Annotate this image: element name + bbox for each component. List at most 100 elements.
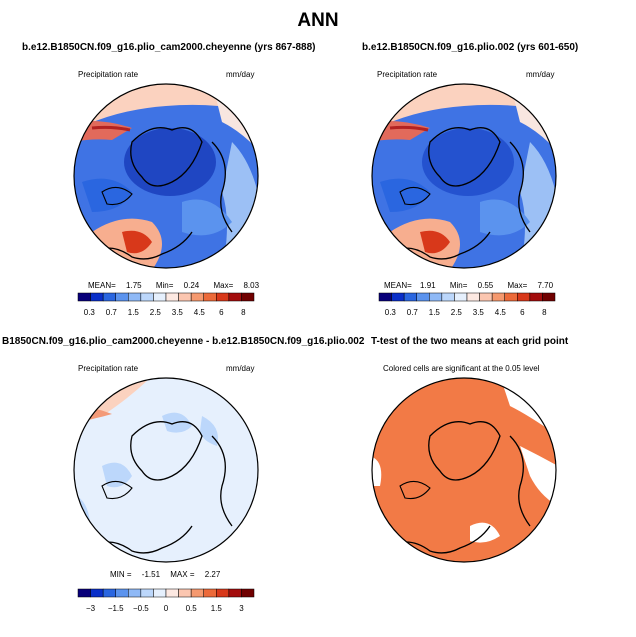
colorbar-swatch <box>466 292 480 302</box>
colorbar-tick-label: 6 <box>520 308 525 317</box>
colorbar-tick-label: 1.5 <box>429 308 441 317</box>
colorbar-tick-label: 0.5 <box>186 604 198 613</box>
colorbar-swatch <box>491 292 505 302</box>
map-panel-4 <box>371 377 557 563</box>
colorbar-swatch <box>165 588 179 598</box>
colorbar-tick-label: 3 <box>239 604 244 613</box>
panel-1-units-label: mm/day <box>226 70 255 79</box>
colorbar-panel-3: −3 −1.5 −0.5 0 0.5 1.5 3 <box>77 588 255 613</box>
min-value: -1.51 <box>141 570 161 579</box>
panel-2-stats: MEAN= 1.91 Min= 0.55 Max= 7.70 <box>384 281 553 290</box>
colorbar-swatch <box>504 292 518 302</box>
colorbar-swatch <box>153 292 167 302</box>
colorbar-swatch <box>529 292 543 302</box>
panel-2-variable-label: Precipitation rate <box>377 70 438 79</box>
colorbar-tick-label: 4.5 <box>194 308 206 317</box>
colorbar-tick-label: −0.5 <box>133 604 149 613</box>
min-label: MIN = <box>110 570 132 579</box>
colorbar-swatch <box>190 292 204 302</box>
panel-4-title: T-test of the two means at each grid poi… <box>371 336 569 347</box>
colorbar-tick-label: −1.5 <box>108 604 124 613</box>
colorbar-swatch <box>429 292 443 302</box>
mean-label: MEAN= <box>384 281 412 290</box>
colorbar-panel-1: 0.3 0.7 1.5 2.5 3.5 4.5 6 8 <box>77 292 255 317</box>
colorbar-tick-label: 0.7 <box>407 308 419 317</box>
colorbar-panel-2: 0.3 0.7 1.5 2.5 3.5 4.5 6 8 <box>378 292 556 317</box>
colorbar-tick-label: 3.5 <box>172 308 184 317</box>
colorbar-swatch <box>77 588 91 598</box>
mean-value: 1.91 <box>420 281 436 290</box>
colorbar-swatch <box>102 588 116 598</box>
colorbar-swatch <box>203 588 217 598</box>
colorbar-swatch <box>216 292 230 302</box>
colorbar-tick-label: 8 <box>542 308 547 317</box>
colorbar-swatch <box>90 292 104 302</box>
colorbar-tick-label: 1.5 <box>128 308 140 317</box>
colorbar-swatch <box>178 588 192 598</box>
map-panel-3 <box>73 377 259 563</box>
panel-4-note: Colored cells are significant at the 0.0… <box>383 364 540 373</box>
colorbar-swatch <box>203 292 217 302</box>
colorbar-tick-label: 0 <box>164 604 169 613</box>
colorbar-swatch <box>416 292 430 302</box>
colorbar-swatch <box>241 292 255 302</box>
colorbar-swatch <box>403 292 417 302</box>
colorbar-tick-label: 2.5 <box>150 308 162 317</box>
min-label: Min= <box>155 281 174 290</box>
colorbar-tick-label: 2.5 <box>451 308 463 317</box>
map-panel-1 <box>73 83 259 269</box>
panel-1-stats: MEAN= 1.75 Min= 0.24 Max= 8.03 <box>88 281 259 290</box>
colorbar-swatch <box>241 588 255 598</box>
colorbar-swatch <box>178 292 192 302</box>
colorbar-tick-label: 4.5 <box>495 308 507 317</box>
max-label: Max= <box>507 281 528 290</box>
colorbar-swatch <box>391 292 405 302</box>
panel-2-title: b.e12.B1850CN.f09_g16.plio.002 (yrs 601-… <box>362 42 579 53</box>
colorbar-swatch <box>190 588 204 598</box>
colorbar-swatch <box>378 292 392 302</box>
colorbar-swatch <box>128 588 142 598</box>
colorbar-tick-label: −3 <box>86 604 96 613</box>
colorbar-swatch <box>115 292 129 302</box>
main-title: ANN <box>297 10 339 31</box>
colorbar-swatch <box>517 292 531 302</box>
panel-3-title: B1850CN.f09_g16.plio_cam2000.cheyenne - … <box>2 336 365 347</box>
min-value: 0.24 <box>183 281 200 290</box>
panel-3-variable-label: Precipitation rate <box>78 364 139 373</box>
colorbar-swatch <box>165 292 179 302</box>
colorbar-swatch <box>153 588 167 598</box>
colorbar-swatch <box>90 588 104 598</box>
colorbar-swatch <box>140 588 154 598</box>
colorbar-swatch <box>479 292 493 302</box>
colorbar-swatch <box>542 292 556 302</box>
panel-3-stats: MIN = -1.51 MAX = 2.27 <box>110 570 220 579</box>
colorbar-swatch <box>102 292 116 302</box>
colorbar-tick-label: 0.3 <box>84 308 96 317</box>
max-label: MAX = <box>170 570 195 579</box>
panel-3-units-label: mm/day <box>226 364 255 373</box>
max-value: 8.03 <box>243 281 260 290</box>
colorbar-swatch <box>454 292 468 302</box>
colorbar-tick-label: 0.3 <box>385 308 397 317</box>
max-value: 7.70 <box>537 281 554 290</box>
colorbar-tick-label: 6 <box>219 308 224 317</box>
panel-2-units-label: mm/day <box>526 70 555 79</box>
colorbar-tick-label: 3.5 <box>473 308 485 317</box>
colorbar-swatch <box>128 292 142 302</box>
colorbar-swatch <box>77 292 91 302</box>
colorbar-swatch <box>228 588 242 598</box>
mean-value: 1.75 <box>126 281 142 290</box>
min-label: Min= <box>449 281 468 290</box>
colorbar-swatch <box>115 588 129 598</box>
colorbar-swatch <box>216 588 230 598</box>
panel-1-variable-label: Precipitation rate <box>78 70 139 79</box>
min-value: 0.55 <box>477 281 494 290</box>
colorbar-swatch <box>441 292 455 302</box>
colorbar-tick-label: 0.7 <box>106 308 118 317</box>
max-value: 2.27 <box>204 570 221 579</box>
panel-1-title: b.e12.B1850CN.f09_g16.plio_cam2000.cheye… <box>22 42 316 53</box>
colorbar-tick-label: 1.5 <box>211 604 223 613</box>
map-panel-2 <box>371 83 557 269</box>
mean-label: MEAN= <box>88 281 116 290</box>
colorbar-swatch <box>228 292 242 302</box>
